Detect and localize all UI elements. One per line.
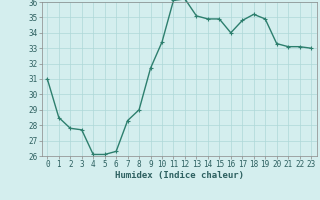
X-axis label: Humidex (Indice chaleur): Humidex (Indice chaleur) bbox=[115, 171, 244, 180]
